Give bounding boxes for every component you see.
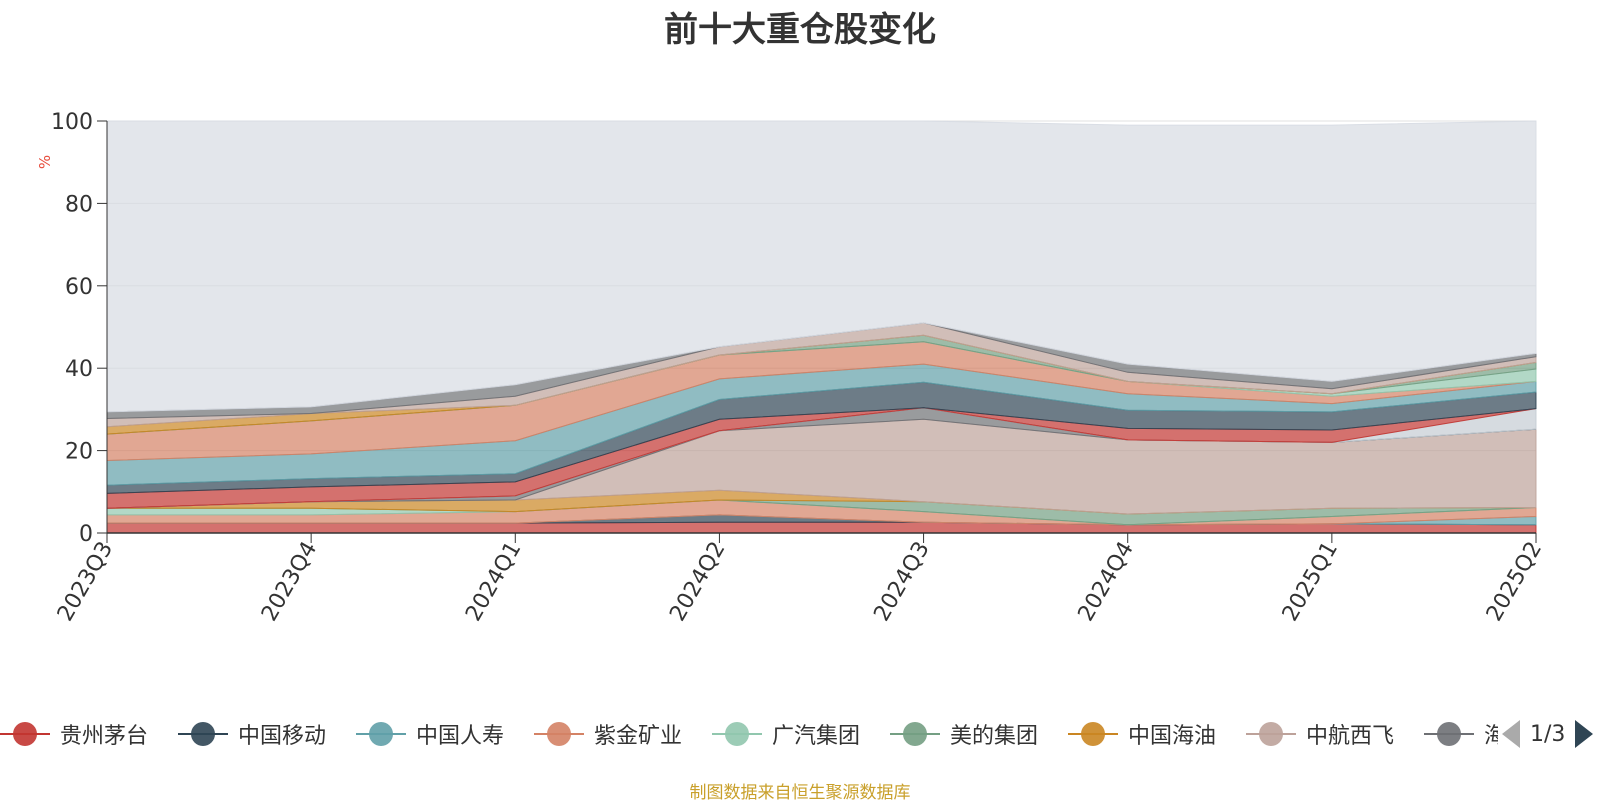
legend-label: 贵州茅台: [60, 724, 149, 749]
y-tick-label: 0: [79, 522, 93, 547]
legend-marker-icon: [712, 714, 762, 754]
area-其他: [106, 120, 1537, 413]
legend-marker-icon: [1424, 714, 1474, 754]
legend-marker-icon: [1246, 714, 1296, 754]
legend-pager: 1/3: [1498, 714, 1600, 754]
legend-item[interactable]: 美的集团: [890, 714, 1038, 754]
y-tick-label: 40: [65, 357, 93, 382]
legend-marker-icon: [0, 714, 50, 754]
legend-label: 中国移动: [238, 724, 327, 749]
legend-next-arrow-icon[interactable]: [1575, 720, 1594, 748]
y-tick-label: 20: [65, 440, 93, 465]
x-tick-label: 2025Q2: [1482, 538, 1547, 626]
legend-label: 紫金矿业: [594, 724, 683, 749]
legend-prev-arrow-icon[interactable]: [1502, 720, 1520, 748]
y-tick-label: 60: [65, 275, 93, 300]
legend-item[interactable]: 贵州茅台: [0, 714, 148, 754]
legend-page-indicator: 1/3: [1530, 721, 1566, 747]
legend-label: 中国人寿: [416, 724, 505, 749]
x-tick-label: 2024Q1: [461, 538, 526, 626]
legend-item[interactable]: 中国海油: [1068, 714, 1216, 754]
y-tick-label: 100: [51, 110, 93, 135]
x-tick-label: 2024Q3: [869, 538, 934, 626]
legend-marker-icon: [356, 714, 406, 754]
x-tick-label: 2023Q4: [257, 538, 322, 626]
stacked-areas: [106, 120, 1537, 534]
x-tick-label: 2024Q4: [1074, 538, 1139, 626]
legend-item[interactable]: 中国移动: [178, 714, 326, 754]
legend-label: 中国海油: [1128, 724, 1217, 749]
legend-marker-icon: [178, 714, 228, 754]
legend-marker-icon: [534, 714, 584, 754]
x-tick-label: 2024Q2: [665, 538, 730, 626]
y-tick-label: 80: [65, 192, 93, 217]
legend-item[interactable]: 中航西飞: [1246, 714, 1394, 754]
y-axis-label: %: [36, 155, 54, 169]
legend-marker-icon: [1068, 714, 1118, 754]
legend-item[interactable]: 广汽集团: [712, 714, 860, 754]
chart-title: 前十大重仓股变化: [664, 10, 936, 50]
legend: 贵州茅台中国移动中国人寿紫金矿业广汽集团美的集团中国海油中航西飞海尔智家: [0, 714, 1600, 754]
legend-item[interactable]: 紫金矿业: [534, 714, 682, 754]
legend-label: 中航西飞: [1306, 724, 1395, 749]
legend-label: 广汽集团: [772, 724, 861, 749]
legend-marker-icon: [890, 714, 940, 754]
source-note: 制图数据来自恒生聚源数据库: [689, 783, 911, 803]
x-tick-label: 2025Q1: [1278, 538, 1343, 626]
legend-item[interactable]: 中国人寿: [356, 714, 504, 754]
legend-label: 美的集团: [950, 724, 1039, 749]
x-tick-label: 2023Q3: [53, 538, 118, 626]
